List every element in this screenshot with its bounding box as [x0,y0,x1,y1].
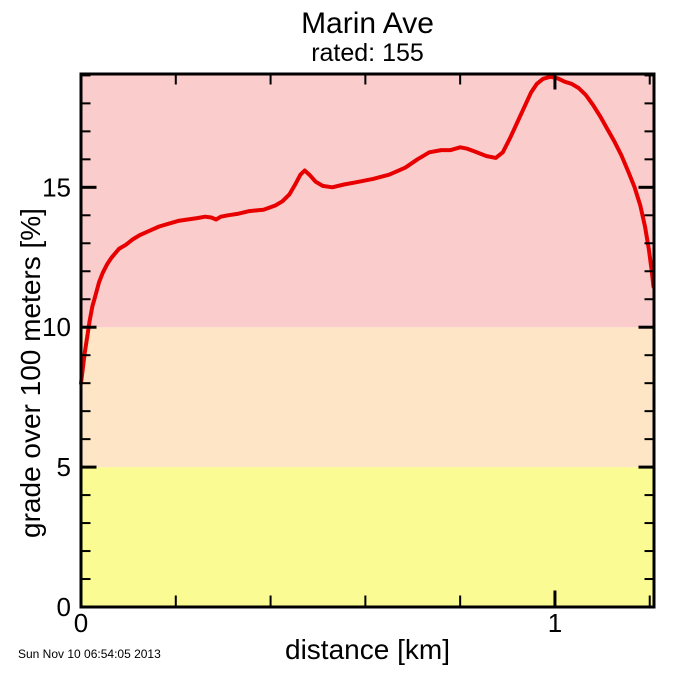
grade-band-steep [81,74,654,328]
plot-frame [79,72,656,609]
chart-subtitle: rated: 155 [311,39,424,67]
grade-band-moderate [81,327,654,468]
y-tick-label: 0 [57,592,71,622]
timestamp: Sun Nov 10 06:54:05 2013 [18,647,161,661]
x-tick-label: 0 [74,608,88,638]
grade-curve [79,74,656,386]
y-tick-label: 10 [42,312,71,342]
plot-area: 0 5 10 15 0 1 [42,72,656,638]
chart-title: Marin Ave [301,7,434,40]
grade-band-easy [81,467,654,607]
y-tick-label: 15 [42,172,71,202]
x-tick-label: 1 [548,608,562,638]
y-tick-label: 5 [57,452,71,482]
y-axis-label: grade over 100 meters [%] [15,207,47,538]
x-axis-label: distance [km] [285,634,450,665]
